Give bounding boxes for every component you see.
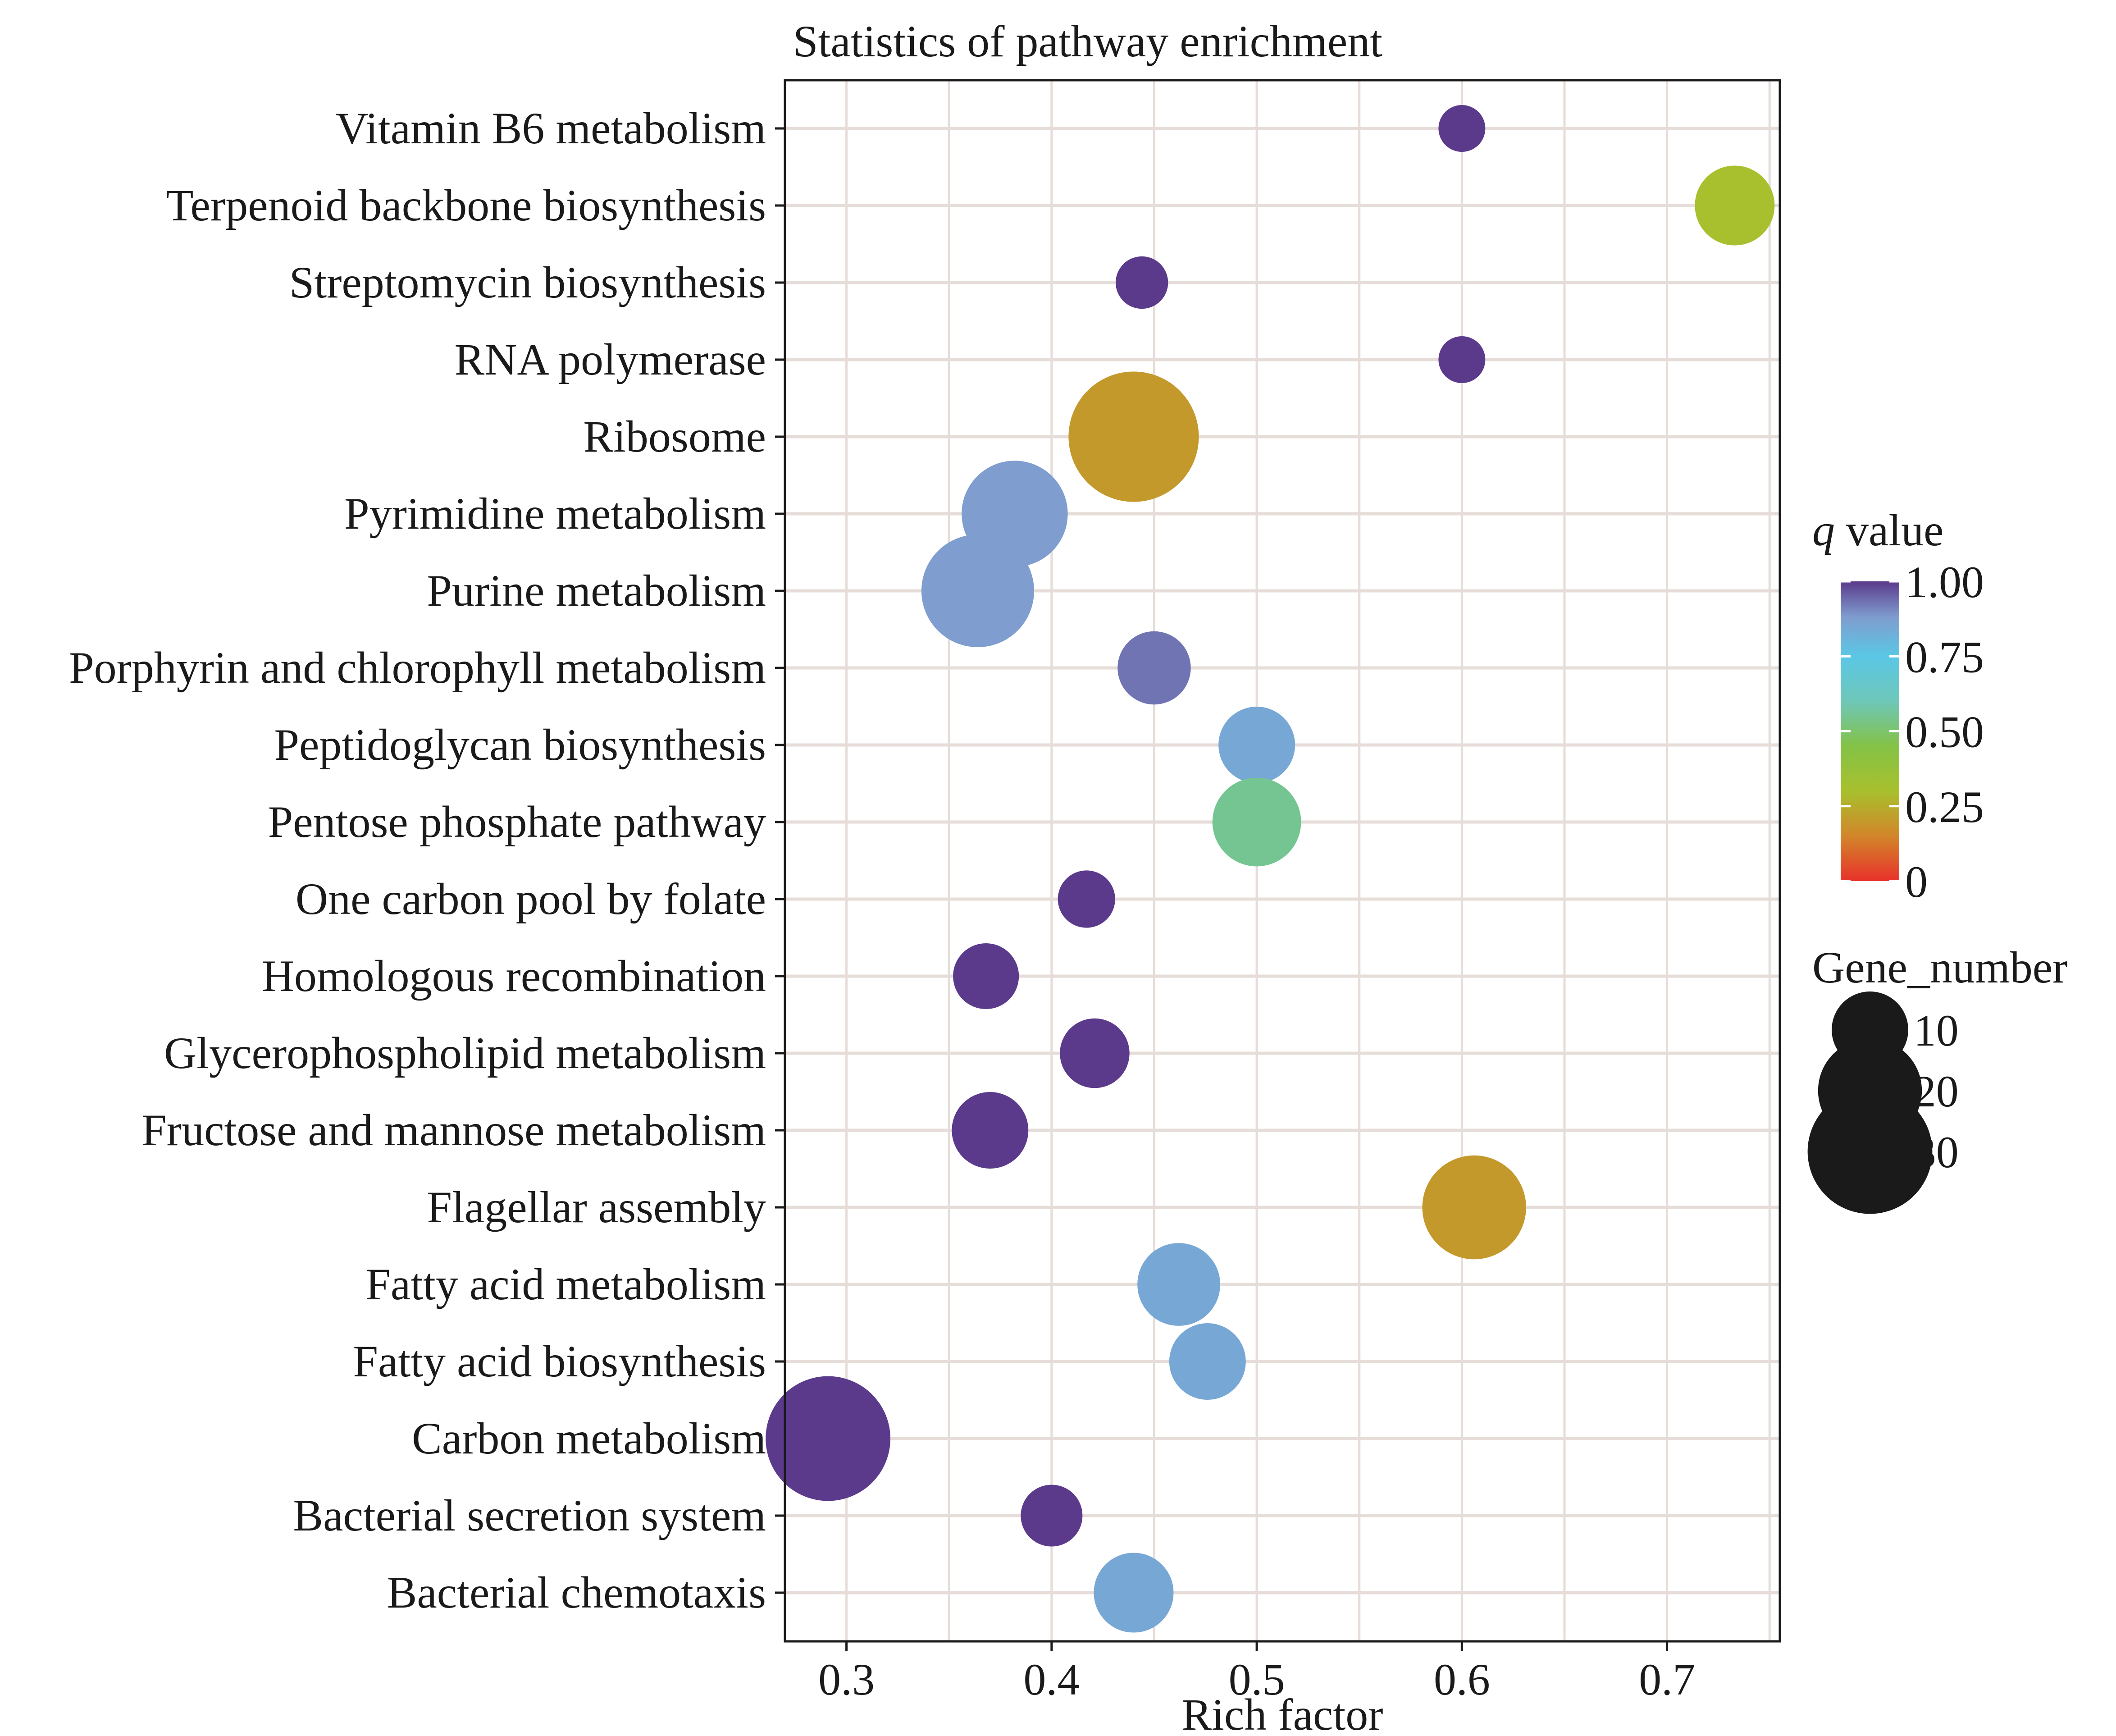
grid <box>785 80 1780 1641</box>
y-tick-label: One carbon pool by folate <box>296 874 766 924</box>
y-tick-label: Purine metabolism <box>427 566 766 616</box>
data-point <box>1117 631 1191 705</box>
data-point <box>1422 1155 1526 1260</box>
y-tick-label: Pyrimidine metabolism <box>344 489 766 539</box>
y-tick-label: Bacterial secretion system <box>293 1490 766 1540</box>
x-tick-label: 0.5 <box>1229 1654 1285 1704</box>
x-axis: 0.3 0.4 0.5 0.6 0.7 <box>818 1641 1695 1704</box>
y-tick-label: Pentose phosphate pathway <box>268 797 766 847</box>
color-legend-label: 0 <box>1905 857 1928 907</box>
data-point <box>1169 1323 1246 1400</box>
y-tick-label: Glycerophospholipid metabolism <box>164 1028 766 1078</box>
x-tick-label: 0.4 <box>1023 1654 1080 1704</box>
y-tick-label: Streptomycin biosynthesis <box>289 257 766 307</box>
y-tick-label: Fatty acid metabolism <box>365 1259 766 1309</box>
data-point <box>1212 777 1301 867</box>
data-point <box>1060 1018 1130 1088</box>
size-legend: Gene_number: 10: 20: 30 <box>1807 942 2067 1214</box>
data-point <box>1218 707 1295 783</box>
y-tick-label: Homologous recombination <box>262 951 766 1001</box>
data-point <box>921 534 1034 648</box>
y-axis: Vitamin B6 metabolism Terpenoid backbone … <box>69 103 785 1617</box>
x-axis-title: Rich factor <box>1181 1690 1383 1736</box>
x-tick-label: 0.7 <box>1639 1654 1695 1704</box>
x-tick-label: 0.6 <box>1434 1654 1490 1704</box>
plot-frame <box>784 79 1781 1643</box>
data-point <box>1068 371 1199 502</box>
data-point <box>1137 1243 1221 1326</box>
color-legend-label: 0.50 <box>1905 707 1984 757</box>
y-tick-label: Terpenoid backbone biosynthesis <box>166 180 766 230</box>
color-legend-label: 1.00 <box>1905 557 1984 607</box>
y-tick-label: Vitamin B6 metabolism <box>336 103 766 153</box>
data-point <box>1438 336 1486 383</box>
chart-title: Statistics of pathway enrichment <box>793 16 1382 66</box>
y-tick-label: Porphyrin and chlorophyll metabolism <box>69 643 766 693</box>
data-point <box>953 943 1019 1010</box>
color-legend-label: 0.25 <box>1905 782 1984 832</box>
size-legend-label: : 30 <box>1890 1127 1959 1177</box>
y-tick-label: Flagellar assembly <box>427 1182 766 1232</box>
data-point <box>1058 870 1115 928</box>
data-point <box>1094 1553 1174 1633</box>
size-legend-title: Gene_number <box>1812 942 2067 992</box>
y-tick-label: Fatty acid biosynthesis <box>353 1336 766 1386</box>
data-point <box>1115 256 1168 309</box>
x-tick-label: 0.3 <box>818 1654 875 1704</box>
data-point <box>1021 1485 1083 1547</box>
y-tick-label: Bacterial chemotaxis <box>387 1567 766 1617</box>
y-tick-label: Carbon metabolism <box>412 1413 766 1463</box>
data-point <box>766 1376 890 1501</box>
data-point <box>1438 105 1486 152</box>
y-tick-label: Peptidoglycan biosynthesis <box>274 720 766 770</box>
data-point <box>952 1092 1029 1169</box>
size-legend-dot <box>1807 1089 1933 1214</box>
y-tick-label: Ribosome <box>583 411 766 461</box>
y-tick-label: RNA polymerase <box>454 334 766 384</box>
data-points <box>766 105 1775 1633</box>
size-legend-label: : 10 <box>1890 1005 1959 1055</box>
color-legend-label: 0.75 <box>1905 632 1984 682</box>
y-tick-label: Fructose and mannose metabolism <box>141 1105 766 1155</box>
data-point <box>1695 165 1775 246</box>
color-legend-title: q value <box>1812 505 1944 555</box>
